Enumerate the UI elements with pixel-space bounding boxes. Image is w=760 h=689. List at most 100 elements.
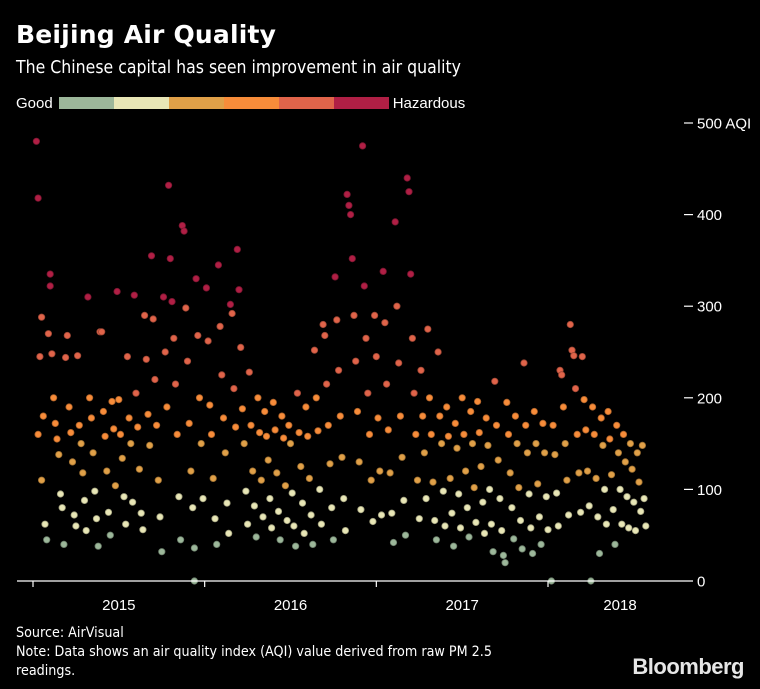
data-point: [197, 439, 205, 448]
legend-swatch-very-unhealthy: [278, 97, 334, 109]
data-point: [340, 494, 348, 503]
data-point: [606, 435, 614, 443]
data-point: [600, 485, 609, 493]
data-point: [202, 284, 210, 292]
data-point: [535, 513, 544, 521]
data-point: [463, 504, 471, 512]
data-point: [381, 319, 389, 327]
data-point: [489, 548, 497, 556]
data-point: [461, 467, 470, 475]
data-point: [285, 421, 293, 429]
data-point: [475, 428, 483, 437]
data-point: [515, 483, 523, 492]
data-point: [570, 352, 578, 360]
method-note-line-1: Note: Data shows an air quality index (A…: [16, 644, 492, 660]
y-tick-label: 200: [697, 390, 722, 407]
x-tick-label: 2018: [603, 597, 636, 614]
data-point: [379, 267, 387, 275]
data-point: [286, 439, 295, 448]
data-point: [353, 407, 362, 416]
data-point: [434, 348, 442, 356]
data-point: [316, 485, 324, 493]
data-point: [233, 245, 241, 253]
data-point: [407, 270, 415, 278]
data-point: [56, 490, 65, 498]
data-point: [135, 465, 143, 473]
data-point: [510, 535, 518, 543]
data-point: [345, 201, 353, 209]
data-point: [365, 430, 374, 438]
data-point: [444, 432, 452, 440]
data-point: [238, 405, 246, 413]
data-point: [537, 540, 545, 549]
data-point: [479, 498, 487, 506]
data-point: [382, 380, 391, 388]
data-point: [37, 476, 46, 484]
data-point: [609, 505, 617, 514]
legend-swatch-hazardous: [333, 97, 389, 109]
data-point: [211, 515, 219, 523]
data-point: [61, 353, 70, 362]
method-note-line-2: readings.: [16, 663, 76, 679]
data-point: [377, 511, 386, 519]
data-point: [513, 439, 521, 448]
data-point: [437, 439, 446, 448]
data-point: [412, 430, 420, 438]
data-point: [53, 435, 61, 443]
data-point: [491, 377, 499, 385]
data-point: [441, 522, 449, 530]
data-point: [173, 430, 181, 438]
data-point: [151, 375, 159, 384]
data-point: [257, 476, 265, 484]
data-point: [101, 432, 109, 440]
data-point: [324, 421, 332, 429]
data-point: [182, 304, 190, 312]
data-point: [276, 536, 284, 544]
data-point: [312, 394, 320, 402]
data-point: [255, 428, 264, 437]
data-point: [477, 462, 485, 471]
source-note: Source: AirVisual: [16, 625, 124, 641]
y-tick-label: 400: [697, 207, 722, 224]
data-point: [498, 526, 506, 535]
y-axis: 0 100 200 300 400 500 AQI: [684, 116, 751, 591]
data-point: [302, 403, 310, 411]
data-point: [484, 441, 492, 449]
data-point: [633, 449, 641, 457]
data-point: [458, 394, 466, 402]
data-point: [614, 449, 623, 457]
data-point: [65, 403, 73, 411]
data-point: [369, 517, 377, 526]
data-point: [158, 548, 166, 556]
data-point: [242, 487, 250, 495]
data-point: [585, 502, 593, 510]
legend-swatch-moderate: [113, 97, 169, 109]
data-point: [532, 439, 540, 448]
data-point: [542, 493, 550, 501]
data-point: [348, 255, 356, 263]
data-point: [554, 522, 562, 530]
data-point: [106, 531, 114, 539]
data-point: [252, 533, 260, 541]
data-point: [525, 490, 533, 498]
data-point: [55, 450, 63, 459]
data-point: [98, 328, 106, 336]
data-point: [305, 474, 313, 482]
data-point: [389, 538, 398, 547]
data-point: [134, 423, 142, 431]
data-point: [94, 542, 102, 550]
data-point: [329, 536, 337, 544]
data-point: [343, 190, 351, 198]
data-point: [626, 439, 635, 448]
data-point: [58, 504, 66, 512]
data-point: [141, 311, 149, 319]
data-point: [247, 421, 255, 429]
data-point: [422, 494, 430, 503]
data-point: [225, 529, 233, 538]
data-point: [298, 499, 307, 507]
data-point: [108, 397, 116, 406]
data-point: [455, 490, 463, 498]
data-point: [115, 395, 123, 404]
data-point: [607, 471, 616, 479]
data-point: [523, 449, 532, 457]
